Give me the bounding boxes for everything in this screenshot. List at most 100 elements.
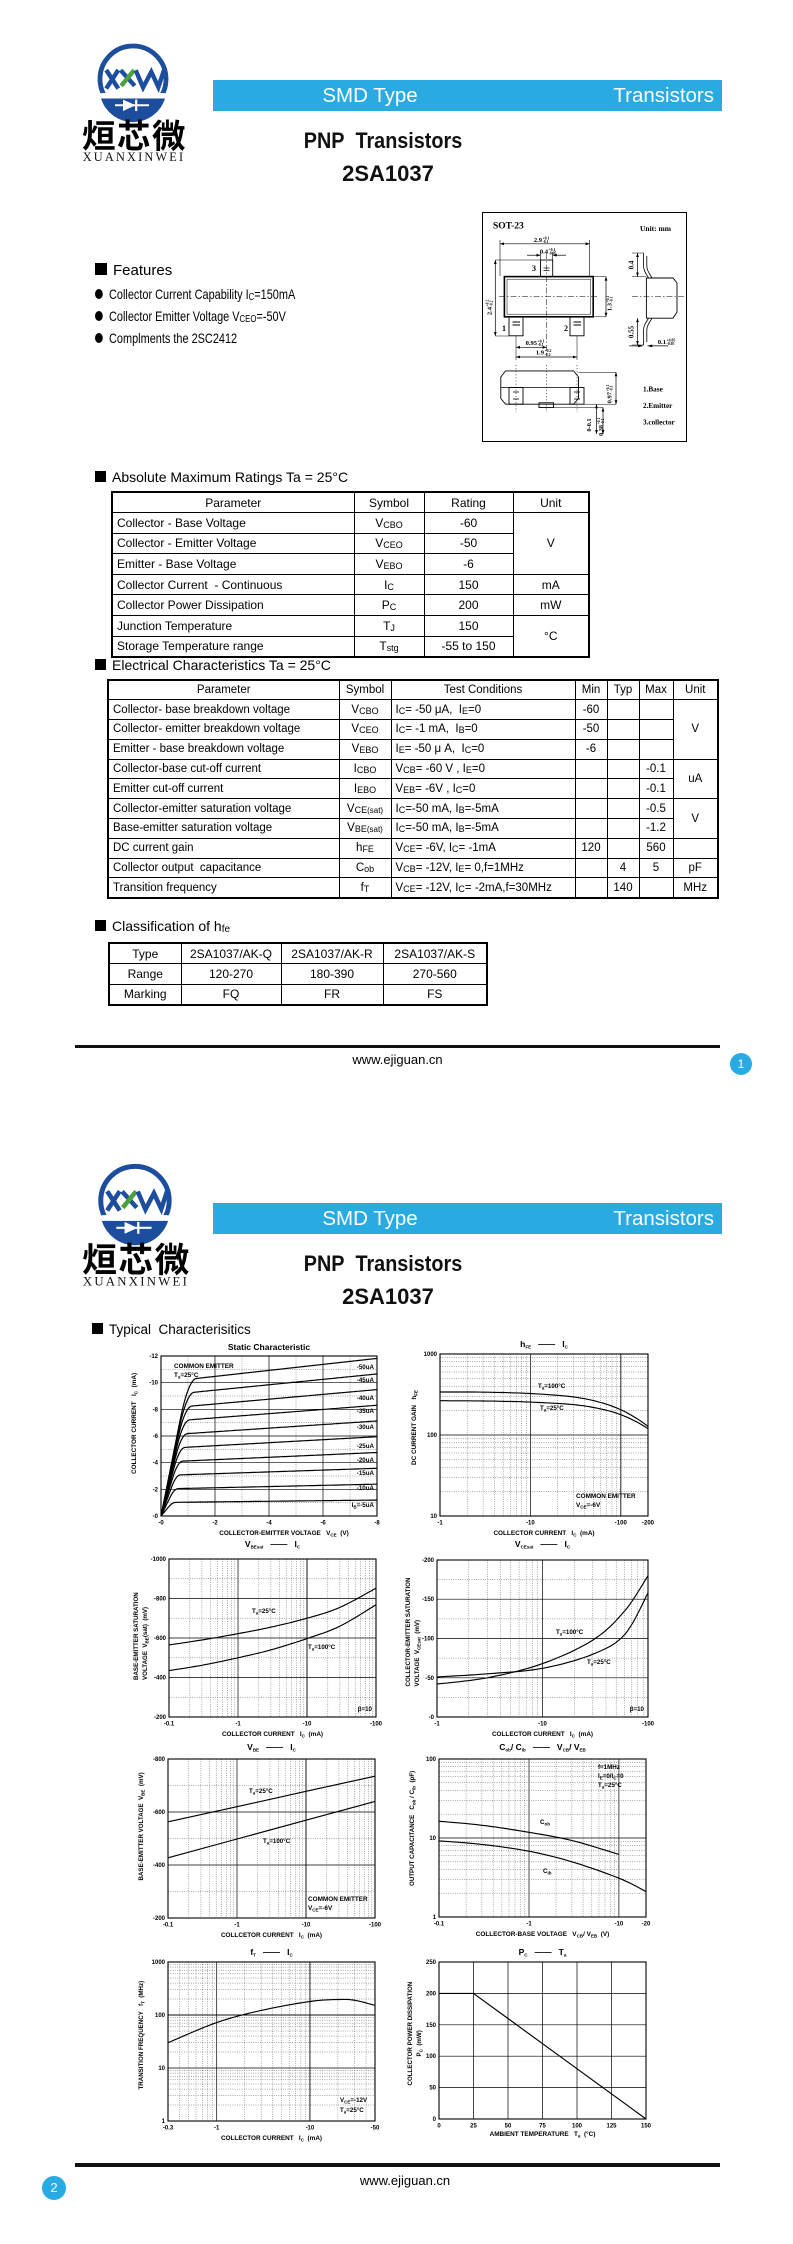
svg-text:COLLCETOR CURRENT IC (mA): COLLCETOR CURRENT IC (mA)	[221, 1932, 322, 1940]
svg-text:-400: -400	[153, 1863, 166, 1869]
svg-text:1: 1	[502, 324, 506, 333]
svg-text:250: 250	[426, 1960, 437, 1966]
svg-text:-0.05: -0.05	[549, 252, 557, 256]
svg-text:100: 100	[427, 1433, 438, 1439]
svg-text:VCE=-12V: VCE=-12V	[340, 2097, 368, 2105]
svg-text:+0.1: +0.1	[606, 295, 610, 302]
svg-text:COLLECTOR-EMITTER SATURATION: COLLECTOR-EMITTER SATURATION	[405, 1577, 412, 1686]
svg-text:1: 1	[433, 1915, 437, 1921]
svg-text:-45uA: -45uA	[357, 1377, 375, 1384]
svg-text:-0.2: -0.2	[490, 300, 494, 306]
svg-text:-35uA: -35uA	[357, 1408, 375, 1415]
svg-text:0-0.1: 0-0.1	[586, 419, 593, 432]
svg-text:1: 1	[162, 2119, 166, 2125]
svg-text:-0.1: -0.1	[164, 1722, 175, 1728]
svg-text:150: 150	[641, 2124, 652, 2130]
svg-text:-10: -10	[302, 1923, 311, 1929]
svg-text:TRANSITION FREQUENCY fT (MH: TRANSITION FREQUENCY fT (MHz)	[138, 1981, 146, 2090]
svg-text:Ta=25°C: Ta=25°C	[598, 1782, 622, 1790]
svg-text:-20uA: -20uA	[357, 1457, 375, 1464]
svg-text:COMMON EMITTER: COMMON EMITTER	[174, 1363, 234, 1370]
svg-text:VOLTAGE VCEsat (mV): VOLTAGE VCEsat (mV)	[414, 1620, 422, 1687]
svg-text:-0.1: -0.1	[610, 296, 614, 302]
svg-text:100: 100	[426, 2054, 437, 2060]
svg-text:-1: -1	[234, 1923, 240, 1929]
svg-text:Cib: Cib	[543, 1868, 552, 1876]
svg-text:VCE=-6V: VCE=-6V	[308, 1905, 333, 1913]
svg-text:-200: -200	[642, 1521, 655, 1527]
svg-text:-0.1: -0.1	[543, 240, 549, 244]
svg-text:1.3: 1.3	[607, 302, 614, 311]
svg-text:-10: -10	[149, 1381, 158, 1387]
svg-text:hFE —— IC: hFE —— IC	[520, 1339, 569, 1350]
svg-text:0: 0	[437, 2124, 441, 2130]
svg-text:0.55: 0.55	[628, 325, 636, 338]
svg-text:-600: -600	[153, 1810, 166, 1816]
svg-text:-8: -8	[374, 1521, 380, 1527]
svg-text:-800: -800	[153, 1757, 166, 1763]
svg-text:-200: -200	[154, 1715, 167, 1721]
svg-text:+0.1: +0.1	[538, 339, 545, 343]
svg-text:-0.1: -0.1	[163, 1923, 174, 1929]
svg-text:-40uA: -40uA	[357, 1395, 375, 1402]
svg-text:+0.1: +0.1	[543, 236, 550, 240]
svg-text:-100: -100	[369, 1923, 382, 1929]
svg-text:COMMON EMITTER: COMMON EMITTER	[308, 1896, 368, 1903]
svg-text:-100: -100	[370, 1722, 383, 1728]
svg-text:-0.1: -0.1	[610, 385, 614, 391]
svg-text:COLLECTOR-BASE VOLTAGE VCB/: COLLECTOR-BASE VOLTAGE VCB/ VEB (V)	[476, 1931, 610, 1939]
svg-text:-15uA: -15uA	[357, 1470, 375, 1477]
svg-text:COLLECTOR CURRENT IC (mA): COLLECTOR CURRENT IC (mA)	[492, 1731, 593, 1739]
svg-text:VBEsat —— IC: VBEsat —— IC	[245, 1539, 301, 1550]
svg-text:Ta=25°C: Ta=25°C	[249, 1788, 273, 1796]
svg-text:Unit: mm: Unit: mm	[640, 224, 672, 233]
svg-text:-2: -2	[153, 1487, 159, 1493]
svg-text:0.1: 0.1	[658, 339, 666, 346]
svg-text:150: 150	[426, 2023, 437, 2029]
svg-text:+0.05: +0.05	[667, 338, 676, 342]
svg-text:-12: -12	[149, 1354, 158, 1360]
svg-text:COLLECTOR CURRENT IC (mA): COLLECTOR CURRENT IC (mA)	[493, 1530, 594, 1538]
svg-text:IB=-5uA: IB=-5uA	[352, 1502, 375, 1510]
svg-text:0.4: 0.4	[540, 249, 549, 256]
svg-text:-8: -8	[153, 1407, 159, 1413]
svg-text:-10: -10	[538, 1722, 547, 1728]
svg-text:-1: -1	[526, 1922, 532, 1928]
svg-text:VOLTAGE VBE(sat) (mV): VOLTAGE VBE(sat) (mV)	[142, 1607, 150, 1680]
svg-text:10: 10	[430, 1514, 437, 1520]
svg-text:DC CURRENT GAIN hFE: DC CURRENT GAIN hFE	[411, 1390, 419, 1465]
svg-text:f=1MHz: f=1MHz	[598, 1764, 620, 1771]
svg-text:-10: -10	[615, 1922, 624, 1928]
svg-text:-0.3: -0.3	[163, 2126, 174, 2132]
svg-text:Ta=100°C: Ta=100°C	[556, 1629, 584, 1637]
svg-text:-10: -10	[526, 1521, 535, 1527]
svg-text:COLLECTOR POWER DISSIPATION: COLLECTOR POWER DISSIPATION	[407, 1981, 414, 2085]
svg-text:1000: 1000	[424, 1352, 438, 1358]
svg-text:50: 50	[505, 2124, 512, 2130]
svg-text:50: 50	[429, 2086, 436, 2092]
svg-text:Ta=25°C: Ta=25°C	[540, 1405, 564, 1413]
svg-text:COLLECTOR CURRENT IC (mA): COLLECTOR CURRENT IC (mA)	[222, 1731, 323, 1739]
svg-text:-30uA: -30uA	[357, 1424, 375, 1431]
svg-text:100: 100	[426, 1757, 437, 1763]
svg-text:-25uA: -25uA	[357, 1443, 375, 1450]
svg-text:OUTPUT CAPACITANCE Cob / Cib: OUTPUT CAPACITANCE Cob / Cib (pF)	[409, 1771, 417, 1886]
svg-text:-0: -0	[153, 1514, 159, 1520]
svg-text:-10: -10	[306, 2126, 315, 2132]
svg-text:25: 25	[470, 2124, 477, 2130]
svg-text:BASE-EMITTER SATURATION: BASE-EMITTER SATURATION	[133, 1592, 140, 1680]
svg-text:Cob/ Cib —— VCB/ VEB: Cob/ Cib —— VCB/ VEB	[499, 1742, 586, 1753]
svg-text:Static Characteristic: Static Characteristic	[228, 1342, 310, 1352]
svg-text:-0.1: -0.1	[538, 343, 544, 347]
svg-text:-150: -150	[422, 1597, 435, 1603]
svg-text:-800: -800	[154, 1597, 167, 1603]
svg-text:-6: -6	[153, 1434, 159, 1440]
svg-text:-0.2: -0.2	[545, 353, 551, 357]
svg-text:-10uA: -10uA	[357, 1485, 375, 1492]
svg-text:-0.1: -0.1	[434, 1922, 445, 1928]
svg-text:VBE —— IC: VBE —— IC	[247, 1742, 296, 1753]
svg-text:-50: -50	[371, 2126, 380, 2132]
svg-text:-2: -2	[212, 1521, 218, 1527]
svg-text:XUANXINWEI: XUANXINWEI	[83, 150, 186, 164]
svg-text:0.95: 0.95	[526, 340, 538, 347]
